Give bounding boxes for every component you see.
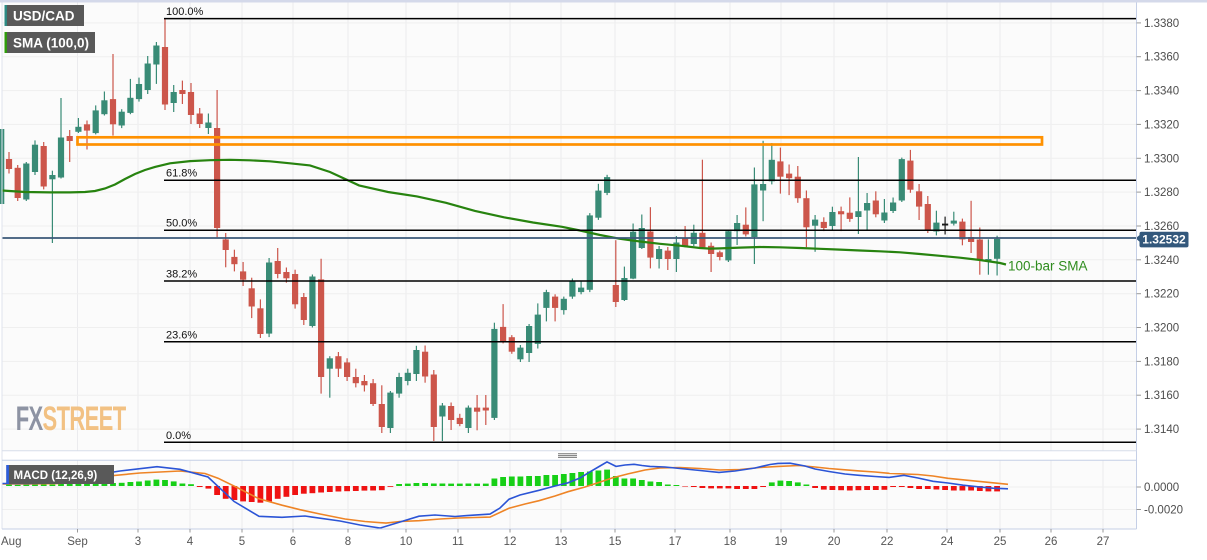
svg-text:0.0%: 0.0% bbox=[166, 430, 191, 442]
svg-text:100.0%: 100.0% bbox=[166, 6, 204, 18]
svg-text:15: 15 bbox=[609, 536, 622, 548]
svg-text:8: 8 bbox=[345, 536, 351, 548]
svg-text:22: 22 bbox=[881, 536, 894, 548]
svg-text:1.3140: 1.3140 bbox=[1144, 424, 1179, 436]
svg-text:1.3240: 1.3240 bbox=[1144, 255, 1179, 267]
svg-text:0.0000: 0.0000 bbox=[1144, 482, 1179, 494]
svg-text:Aug: Aug bbox=[1, 536, 21, 548]
svg-text:20: 20 bbox=[828, 536, 841, 548]
svg-text:MACD (12,26,9): MACD (12,26,9) bbox=[14, 470, 98, 482]
svg-text:1.3340: 1.3340 bbox=[1144, 86, 1179, 98]
svg-text:1.3360: 1.3360 bbox=[1144, 52, 1179, 64]
svg-text:19: 19 bbox=[775, 536, 788, 548]
svg-text:6: 6 bbox=[290, 536, 296, 548]
svg-text:13: 13 bbox=[555, 536, 568, 548]
svg-text:12: 12 bbox=[504, 536, 517, 548]
svg-text:5: 5 bbox=[239, 536, 245, 548]
svg-text:SMA (100,0): SMA (100,0) bbox=[13, 36, 89, 51]
svg-text:11: 11 bbox=[452, 536, 464, 548]
svg-text:1.3280: 1.3280 bbox=[1144, 187, 1179, 199]
svg-text:Sep: Sep bbox=[67, 536, 87, 548]
svg-text:61.8%: 61.8% bbox=[166, 168, 197, 180]
svg-text:3: 3 bbox=[135, 536, 141, 548]
svg-text:24: 24 bbox=[941, 536, 954, 548]
svg-text:10: 10 bbox=[400, 536, 413, 548]
svg-text:1.3200: 1.3200 bbox=[1144, 323, 1179, 335]
svg-text:4: 4 bbox=[187, 536, 194, 548]
svg-text:23.6%: 23.6% bbox=[166, 329, 197, 341]
svg-text:26: 26 bbox=[1045, 536, 1058, 548]
svg-text:27: 27 bbox=[1097, 536, 1110, 548]
svg-text:1.3300: 1.3300 bbox=[1144, 153, 1179, 165]
svg-text:1.3220: 1.3220 bbox=[1144, 289, 1179, 301]
svg-text:1.3260: 1.3260 bbox=[1144, 221, 1179, 233]
svg-text:38.2%: 38.2% bbox=[166, 269, 197, 281]
svg-text:1.3320: 1.3320 bbox=[1144, 119, 1179, 131]
svg-text:1.3180: 1.3180 bbox=[1144, 356, 1179, 368]
svg-text:18: 18 bbox=[724, 536, 737, 548]
svg-text:17: 17 bbox=[669, 536, 682, 548]
svg-text:1.3380: 1.3380 bbox=[1144, 18, 1179, 30]
svg-text:USD/CAD: USD/CAD bbox=[13, 9, 75, 24]
svg-text:FXSTREET: FXSTREET bbox=[16, 400, 127, 438]
svg-text:-0.0020: -0.0020 bbox=[1144, 505, 1183, 517]
svg-text:25: 25 bbox=[994, 536, 1007, 548]
svg-text:50.0%: 50.0% bbox=[166, 218, 197, 230]
svg-text:1.32532: 1.32532 bbox=[1142, 233, 1186, 247]
svg-text:100-bar SMA: 100-bar SMA bbox=[1008, 259, 1088, 274]
svg-text:1.3160: 1.3160 bbox=[1144, 390, 1179, 402]
